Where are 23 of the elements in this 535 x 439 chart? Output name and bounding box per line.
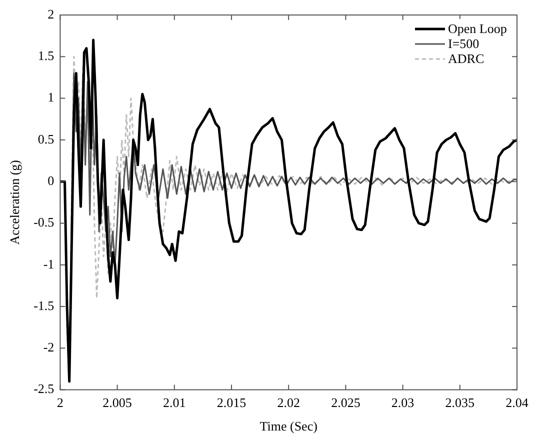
y-tick-label: 1.5 [38,48,54,64]
y-tick-label: 0 [48,173,54,188]
y-tick-label: -2 [43,340,54,355]
x-tick-label: 2.025 [331,395,360,410]
x-tick-label: 2.02 [277,395,300,410]
x-tick-label: 2.03 [391,395,414,410]
legend-label: ADRC [448,51,484,66]
y-axis-title: Acceleration (g) [7,160,22,245]
x-tick-label: 2.01 [163,395,186,410]
y-tick-label: 0.5 [38,131,54,146]
y-tick-label: 1 [48,90,54,105]
legend-label: Open Loop [448,21,507,36]
y-tick-label: -1 [43,256,54,272]
x-tick-label: 2.035 [445,395,475,410]
y-tick-label: -0.5 [34,214,54,230]
x-tick-label: 2.04 [506,395,529,410]
y-tick-label: -1.5 [34,298,54,313]
y-tick-label: 2 [48,6,54,22]
x-axis-title: Time (Sec) [260,418,318,434]
x-tick-label: 2.015 [216,395,246,410]
legend-label: I=500 [448,36,480,51]
x-tick-label: 2.005 [102,395,132,410]
y-tick-label: -2.5 [34,381,54,396]
